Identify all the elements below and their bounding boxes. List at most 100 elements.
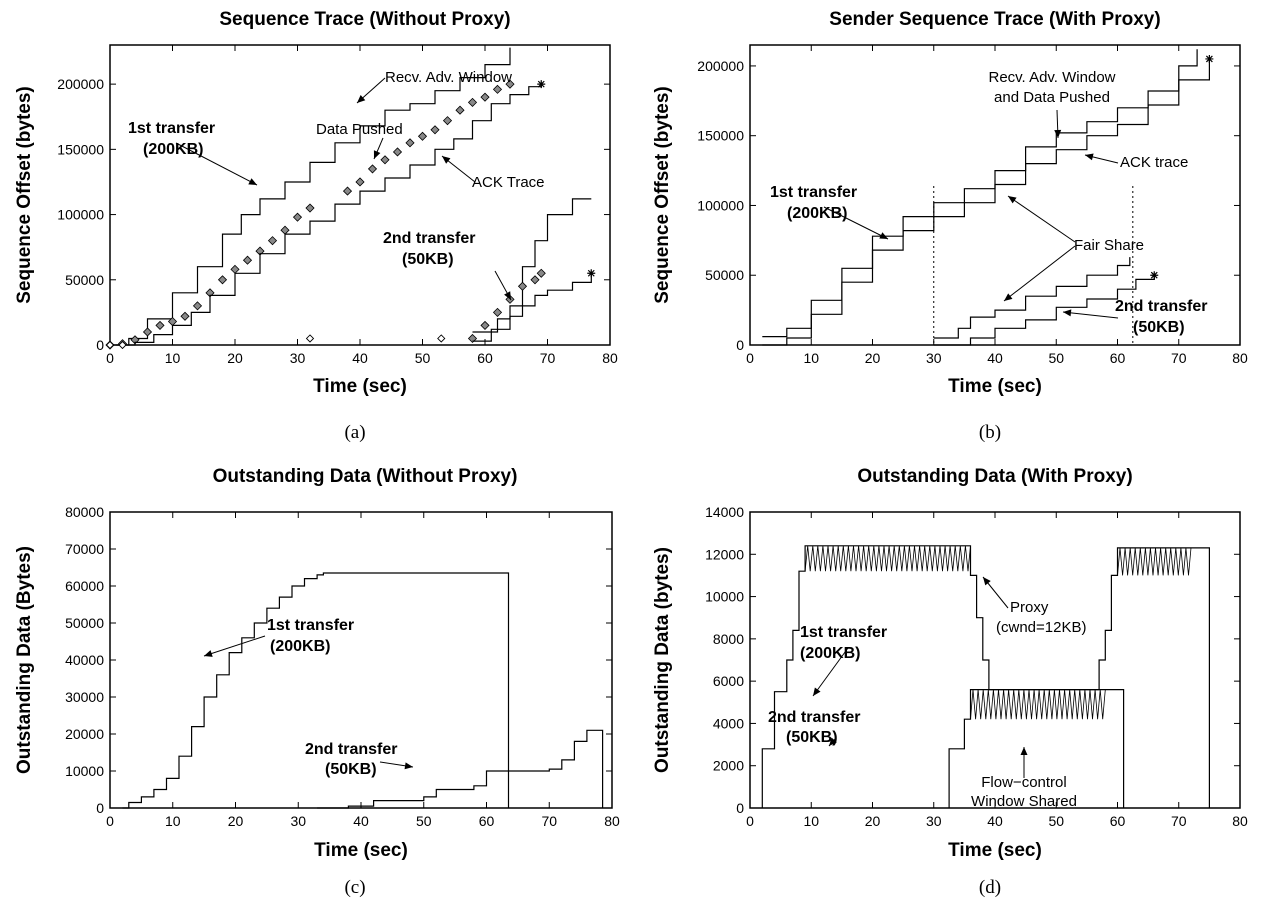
data-point (480, 92, 490, 102)
arrowhead (1085, 153, 1094, 161)
arrowhead (879, 232, 888, 239)
y-tick-label: 2000 (713, 758, 744, 774)
data-point (380, 155, 390, 165)
y-tick-label: 10000 (705, 589, 744, 605)
series-line-1 (762, 59, 1210, 346)
data-point (342, 186, 353, 196)
x-tick-label: 50 (1048, 350, 1064, 366)
x-tick-label: 50 (416, 813, 432, 829)
data-point (217, 275, 228, 285)
x-tick-label: 70 (540, 350, 556, 366)
y-tick-label: 6000 (713, 673, 744, 689)
y-tick-label: 80000 (65, 504, 104, 520)
x-tick-label: 20 (865, 350, 881, 366)
panel-caption: (b) (979, 422, 1001, 443)
x-tick-label: 80 (604, 813, 620, 829)
x-tick-label: 30 (926, 813, 942, 829)
x-tick-label: 0 (746, 813, 754, 829)
annotation: Window Shared (971, 793, 1077, 810)
data-point (118, 340, 127, 350)
series-line-0 (122, 572, 510, 809)
arrowhead (1063, 309, 1072, 317)
y-tick-label: 12000 (705, 546, 744, 562)
y-tick-label: 50000 (65, 272, 104, 288)
oscillation-band-0 (804, 545, 971, 572)
y-axis-label: Sequence Offset (bytes) (14, 86, 35, 304)
y-tick-label: 0 (736, 800, 744, 816)
annotation: 2nd transfer (383, 230, 475, 247)
data-point (505, 79, 515, 89)
arrowhead (829, 737, 837, 746)
x-tick-label: 60 (479, 813, 495, 829)
annotation-arrow (812, 647, 849, 697)
data-point (530, 275, 540, 285)
x-tick-label: 60 (1110, 350, 1126, 366)
data-point (405, 138, 415, 148)
data-point (230, 264, 240, 274)
annotation: (cwnd=12KB) (996, 619, 1086, 636)
y-tick-label: 40000 (65, 652, 104, 668)
series-line-0 (761, 545, 1210, 808)
y-tick-label: 70000 (65, 541, 104, 557)
annotation: (50KB) (1133, 319, 1185, 336)
series-line-1 (948, 689, 1125, 808)
annotation: (50KB) (402, 251, 454, 268)
series-line-3 (933, 275, 1155, 346)
oscillation-band-2 (1117, 547, 1192, 576)
x-tick-label: 40 (987, 350, 1003, 366)
y-tick-label: 8000 (713, 631, 744, 647)
y-tick-label: 100000 (697, 197, 744, 213)
data-point (305, 334, 315, 343)
x-tick-label: 30 (290, 813, 306, 829)
data-point (437, 334, 446, 343)
y-tick-label: 20000 (65, 726, 104, 742)
annotation: Recv. Adv. Window (989, 69, 1116, 86)
data-point (467, 333, 478, 344)
data-point (242, 255, 253, 265)
annotation: 1st transfer (800, 624, 887, 641)
annotation: (50KB) (325, 761, 377, 778)
annotation: Data Pushed (316, 121, 403, 138)
y-tick-label: 150000 (697, 128, 744, 144)
x-tick-label: 40 (352, 350, 368, 366)
annotation: (200KB) (800, 645, 860, 662)
y-tick-label: 150000 (57, 141, 104, 157)
y-tick-label: 50000 (705, 267, 744, 283)
annotation: Recv. Adv. Window (385, 69, 512, 86)
data-point (155, 320, 165, 331)
y-tick-label: 4000 (713, 715, 744, 731)
series-line-3 (472, 198, 592, 333)
y-tick-label: 100000 (57, 207, 104, 223)
x-tick-label: 30 (926, 350, 942, 366)
end-marker (1150, 271, 1159, 280)
series-line-5 (472, 273, 592, 342)
x-tick-label: 80 (602, 350, 618, 366)
x-tick-label: 20 (228, 813, 244, 829)
x-tick-label: 10 (165, 350, 181, 366)
data-point (492, 307, 503, 317)
data-point (442, 116, 453, 126)
annotation: 2nd transfer (768, 709, 860, 726)
arrowhead (1004, 293, 1013, 301)
annotation: (200KB) (270, 638, 330, 655)
y-tick-label: 200000 (57, 76, 104, 92)
x-tick-label: 50 (1048, 813, 1064, 829)
y-axis-label: Outstanding Data (Bytes) (14, 546, 35, 774)
data-point (492, 84, 503, 94)
arrowhead (1008, 196, 1017, 204)
data-point (517, 281, 528, 291)
annotation: 1st transfer (267, 617, 354, 634)
x-tick-label: 0 (106, 350, 114, 366)
oscillation-band-1 (970, 689, 1106, 720)
panel-b: Sender Sequence Trace (With Proxy) (b) Tim… (652, 9, 1248, 443)
x-tick-label: 80 (1232, 813, 1248, 829)
data-point (467, 97, 478, 107)
panel-c: Outstanding Data (Without Proxy) (c) Time … (14, 466, 620, 898)
end-marker (537, 80, 546, 89)
x-tick-label: 10 (165, 813, 181, 829)
panel-a: Sequence Trace (Without Proxy) (a) Time (s… (14, 9, 618, 443)
data-point (392, 147, 403, 157)
annotation: Flow−control (981, 774, 1066, 791)
data-point (180, 311, 190, 321)
y-tick-label: 0 (736, 337, 744, 353)
